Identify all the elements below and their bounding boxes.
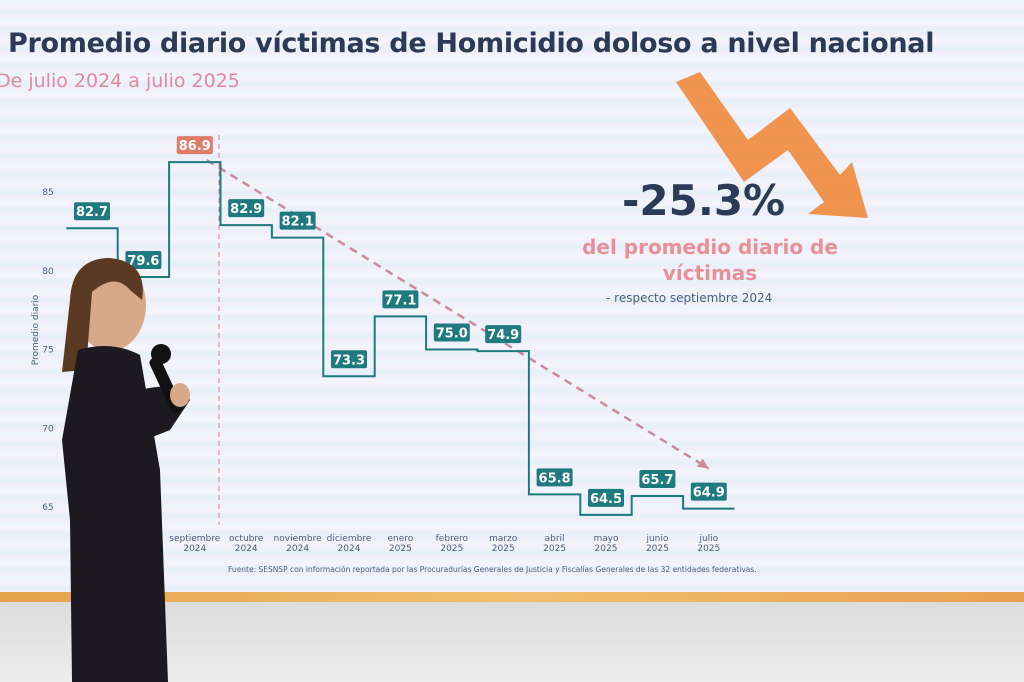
trend-arrowhead-icon xyxy=(696,458,709,469)
chart-subtitle: De julio 2024 a julio 2025 xyxy=(0,70,240,92)
stage-floor xyxy=(0,602,1024,682)
trend-line xyxy=(206,159,710,470)
data-label-box xyxy=(433,323,470,342)
data-label-box xyxy=(228,199,265,218)
screen-edge xyxy=(0,592,1024,602)
data-label: 77.1 xyxy=(384,293,416,308)
data-label: 65.8 xyxy=(539,471,571,486)
down-arrow-icon xyxy=(676,72,868,218)
x-tick-label: 2025 xyxy=(389,544,412,554)
x-tick-label: 2025 xyxy=(646,544,669,554)
change-description: del promedio diario de víctimas xyxy=(582,235,838,285)
x-tick-label: 2025 xyxy=(697,544,720,554)
change-reference-text: respecto septiembre 2024 xyxy=(614,291,773,305)
x-tick-label: abril xyxy=(545,534,565,544)
x-tick-label: 2024 xyxy=(235,544,258,554)
x-tick-label: septiembre xyxy=(169,534,220,544)
x-tick-label: marzo xyxy=(489,534,518,544)
y-tick-label: 80 xyxy=(42,267,54,277)
x-tick-label: 2025 xyxy=(440,544,463,554)
data-label: 79.6 xyxy=(127,254,159,269)
x-tick-label: febrero xyxy=(436,534,469,544)
x-tick-label: julio xyxy=(698,534,718,544)
data-label-box xyxy=(176,136,213,155)
x-tick-label: noviembre xyxy=(274,534,323,544)
y-tick-label: 75 xyxy=(42,346,53,356)
presenter-photo xyxy=(62,258,190,682)
y-axis-label: Promedio diario xyxy=(31,294,41,365)
x-tick-label: 2024 xyxy=(338,544,361,554)
data-label-box xyxy=(74,202,110,221)
x-tick-label: 2025 xyxy=(543,544,566,554)
data-label-box xyxy=(639,469,676,488)
data-label: 73.3 xyxy=(333,353,365,368)
presentation-screen xyxy=(0,0,1024,600)
data-label-box xyxy=(279,211,316,230)
x-tick-label: 2025 xyxy=(492,544,515,554)
data-label: 65.7 xyxy=(641,473,673,488)
data-label-box xyxy=(382,290,419,309)
data-label: 82.9 xyxy=(230,202,262,217)
y-tick-label: 70 xyxy=(42,424,54,434)
data-label: 74.9 xyxy=(487,328,519,343)
y-tick-label: 85 xyxy=(42,188,53,198)
data-label: 64.5 xyxy=(590,492,622,507)
source-note: Fuente: SESNSP con información reportada… xyxy=(228,565,757,574)
data-label-box xyxy=(536,468,573,487)
change-percentage: -25.3% xyxy=(622,176,786,225)
chart-title: Promedio diario víctimas de Homicidio do… xyxy=(8,28,935,59)
x-tick-label: 2024 xyxy=(286,544,309,554)
change-reference: - respecto septiembre 2024 xyxy=(606,291,773,305)
data-label: 75.0 xyxy=(436,327,468,342)
x-tick-label: 2025 xyxy=(595,544,618,554)
data-label: 86.9 xyxy=(179,139,211,154)
data-label: 82.7 xyxy=(76,205,108,220)
x-tick-label: junio xyxy=(645,534,668,544)
data-label-box xyxy=(331,350,367,369)
x-tick-label: mayo xyxy=(593,534,619,544)
data-label: 64.9 xyxy=(693,486,725,501)
x-tick-label: enero xyxy=(388,534,414,544)
data-label-box xyxy=(485,325,522,344)
data-label-box xyxy=(588,488,624,507)
series-step-line xyxy=(66,161,735,516)
x-tick-label: 2024 xyxy=(183,544,206,554)
data-label-box xyxy=(690,482,727,501)
data-label: 82.1 xyxy=(282,215,314,230)
data-label-box xyxy=(125,251,162,270)
y-tick-label: 65 xyxy=(42,503,53,513)
x-tick-label: octubre xyxy=(229,534,264,544)
x-tick-label: diciembre xyxy=(327,534,372,544)
